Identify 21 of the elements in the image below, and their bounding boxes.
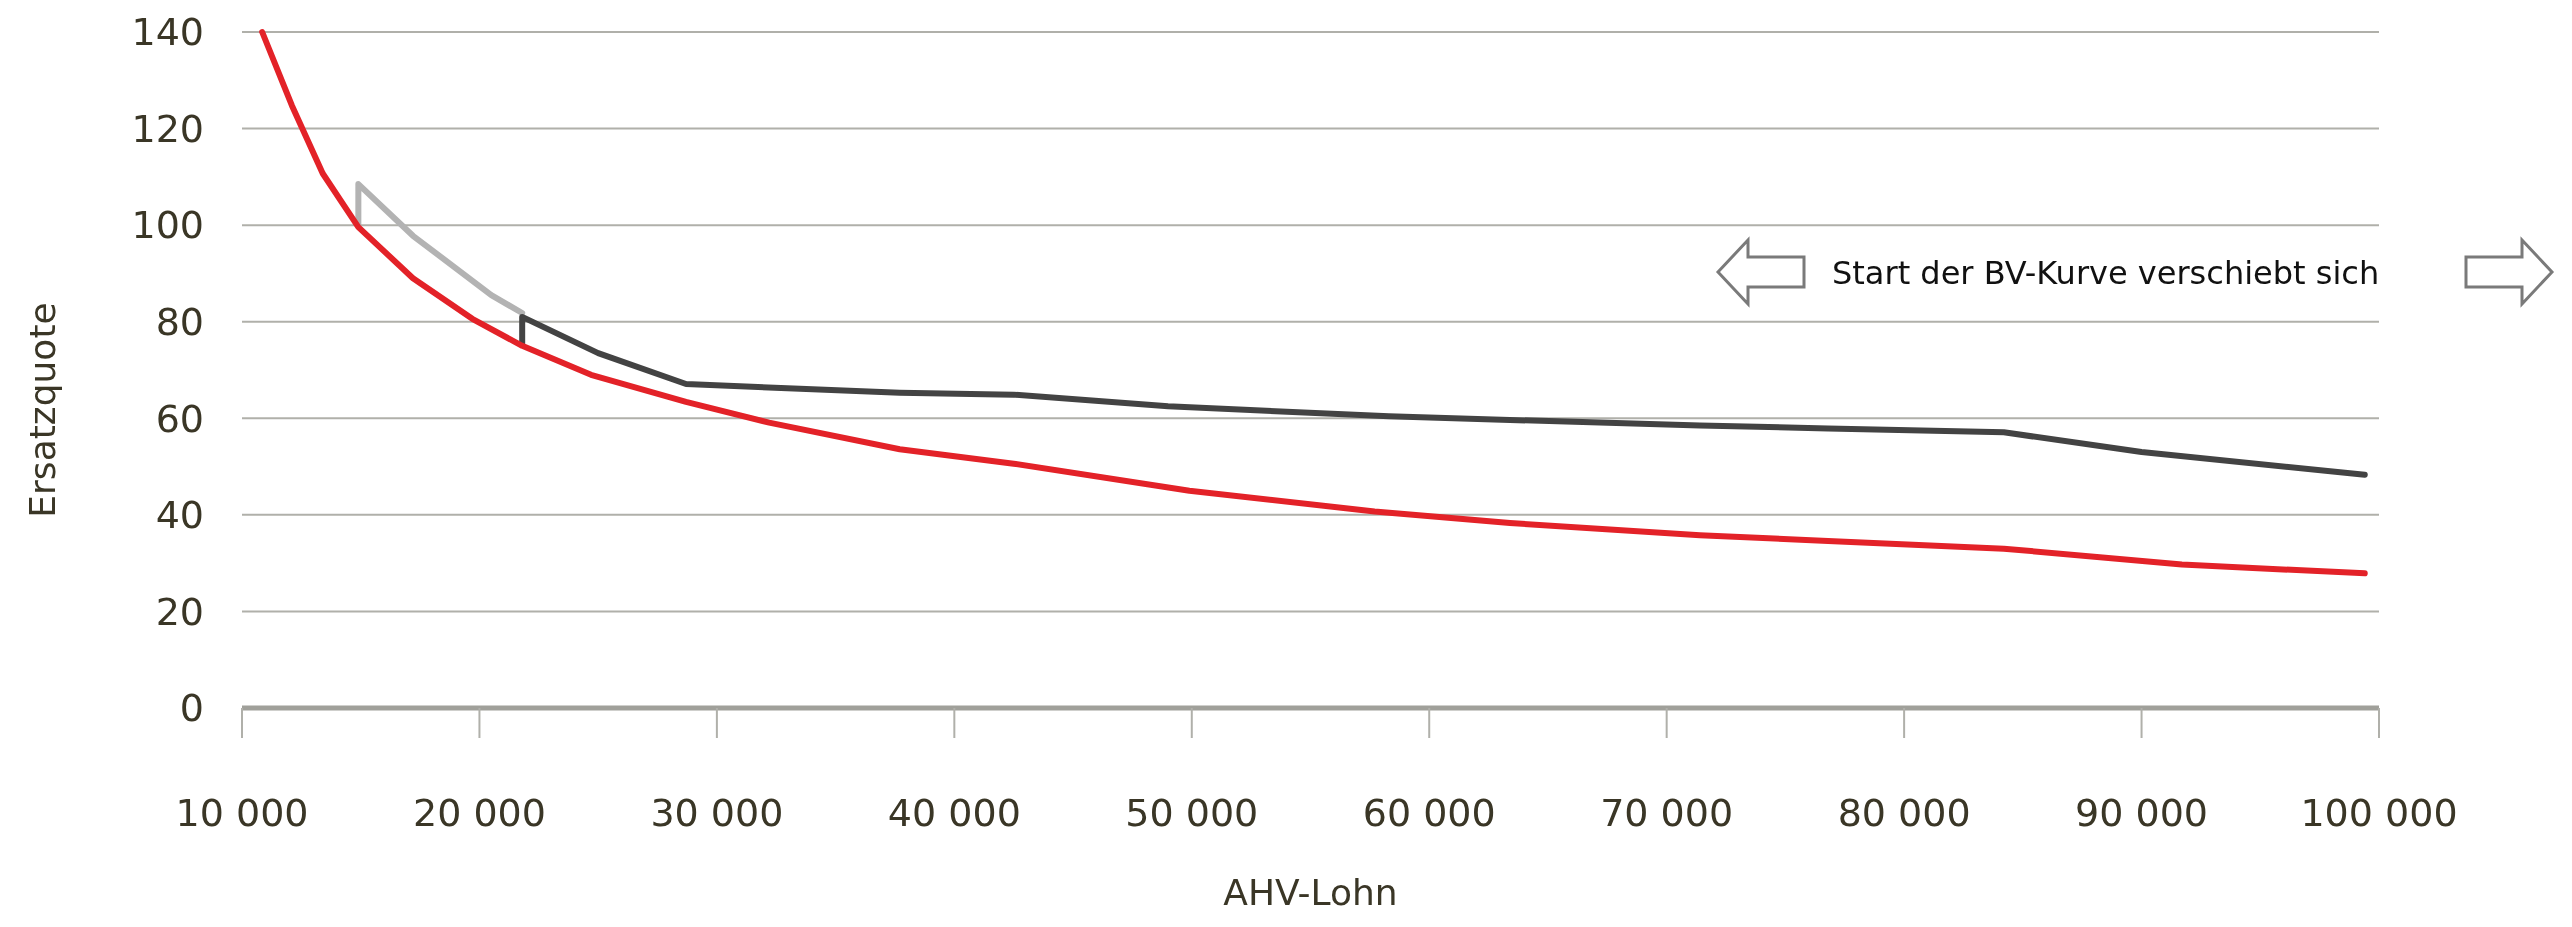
y-tick-label: 100 [131, 203, 204, 248]
y-tick-label: 0 [179, 686, 204, 731]
x-tick-label: 40 000 [887, 791, 1021, 835]
y-tick-label: 80 [155, 300, 204, 345]
x-tick-label: 20 000 [412, 791, 546, 835]
y-axis-title: Ersatzquote [22, 302, 63, 518]
y-tick-label: 60 [155, 396, 204, 441]
x-tick-label: 30 000 [650, 791, 784, 835]
y-tick-label: 20 [155, 589, 204, 634]
x-tick-label: 10 000 [175, 791, 309, 835]
x-tick-label: 70 000 [1600, 791, 1734, 835]
annotation: Start der BV-Kurve verschiebt sich [1832, 254, 2380, 292]
x-tick-label: 90 000 [2075, 791, 2209, 835]
x-axis-title: AHV-Lohn [1223, 872, 1398, 913]
x-tick-label: 80 000 [1837, 791, 1971, 835]
x-tick-label: 50 000 [1125, 791, 1259, 835]
y-tick-label: 40 [155, 493, 204, 538]
y-tick-label: 120 [131, 106, 204, 151]
y-tick-label: 140 [131, 10, 204, 55]
x-tick-label: 100 000 [2300, 791, 2458, 835]
x-tick-label: 60 000 [1362, 791, 1496, 835]
